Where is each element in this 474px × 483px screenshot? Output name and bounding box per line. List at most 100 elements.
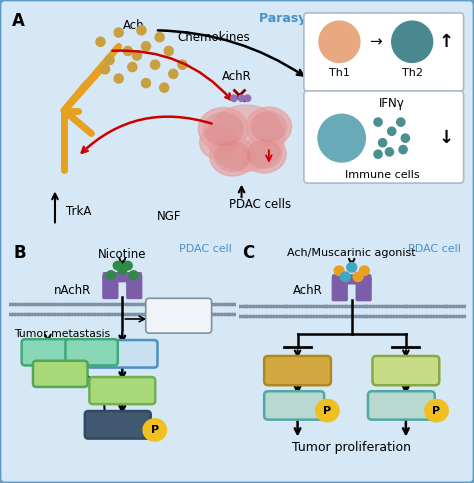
Circle shape (151, 60, 160, 70)
Circle shape (137, 26, 146, 35)
Circle shape (141, 42, 151, 51)
FancyBboxPatch shape (368, 391, 435, 420)
FancyBboxPatch shape (304, 13, 464, 91)
Ellipse shape (250, 111, 287, 142)
Text: →: → (369, 34, 382, 49)
Text: PI3K: PI3K (283, 364, 312, 377)
Circle shape (128, 62, 137, 71)
Circle shape (118, 266, 127, 274)
Text: nAchR: nAchR (54, 284, 91, 298)
Circle shape (113, 261, 122, 270)
Ellipse shape (214, 141, 251, 172)
Circle shape (353, 272, 363, 282)
Text: c-Src: c-Src (76, 346, 107, 359)
Text: P: P (323, 406, 331, 415)
Ellipse shape (200, 127, 238, 159)
Circle shape (399, 145, 407, 154)
Text: Ach: Ach (123, 19, 145, 32)
Circle shape (244, 95, 251, 101)
Text: NGF: NGF (156, 210, 181, 223)
FancyBboxPatch shape (126, 274, 142, 299)
FancyBboxPatch shape (264, 356, 331, 385)
Text: Tumor proliferation: Tumor proliferation (292, 440, 411, 454)
Circle shape (388, 127, 396, 135)
Text: Th1: Th1 (329, 69, 350, 78)
Text: MUC4: MUC4 (98, 418, 138, 431)
Circle shape (347, 263, 356, 272)
Text: B: B (13, 243, 26, 262)
FancyBboxPatch shape (102, 274, 118, 299)
Ellipse shape (246, 107, 292, 146)
Circle shape (114, 28, 123, 37)
Text: A: A (12, 12, 25, 30)
Text: STAT3: STAT3 (103, 384, 141, 398)
Text: ↑: ↑ (439, 33, 454, 51)
Circle shape (164, 46, 173, 56)
Circle shape (238, 95, 245, 101)
Text: Akt: Akt (283, 399, 305, 412)
Text: P: P (151, 425, 159, 435)
FancyBboxPatch shape (85, 411, 151, 439)
Circle shape (374, 150, 382, 158)
Text: P: P (432, 406, 441, 415)
FancyBboxPatch shape (146, 298, 211, 333)
Text: AchR: AchR (292, 284, 322, 298)
Text: Nicotine: Nicotine (98, 248, 146, 261)
Text: PDAC cells: PDAC cells (228, 198, 291, 211)
Circle shape (143, 419, 166, 441)
Circle shape (123, 261, 132, 270)
Circle shape (318, 114, 365, 162)
Ellipse shape (208, 105, 285, 171)
Circle shape (141, 78, 151, 88)
FancyBboxPatch shape (356, 276, 372, 301)
Circle shape (397, 118, 405, 126)
Circle shape (129, 271, 138, 279)
FancyBboxPatch shape (22, 339, 71, 366)
Text: MAPK: MAPK (383, 399, 420, 412)
Text: PDAC cell: PDAC cell (408, 243, 461, 254)
Ellipse shape (246, 140, 282, 169)
Ellipse shape (210, 137, 255, 176)
FancyBboxPatch shape (332, 276, 348, 301)
Circle shape (96, 37, 105, 46)
Text: ↓: ↓ (439, 129, 454, 147)
Circle shape (392, 21, 433, 62)
Circle shape (114, 74, 123, 83)
Circle shape (359, 266, 369, 275)
Text: Th2: Th2 (401, 69, 423, 78)
Text: Ach/Muscarinic agonist: Ach/Muscarinic agonist (287, 248, 416, 258)
FancyBboxPatch shape (90, 377, 155, 404)
Text: FAK: FAK (35, 346, 57, 359)
Text: PDAC cell: PDAC cell (179, 243, 231, 254)
Circle shape (401, 134, 410, 142)
Text: IFNγ: IFNγ (379, 97, 405, 110)
FancyBboxPatch shape (65, 339, 118, 366)
FancyBboxPatch shape (33, 361, 88, 387)
Text: Tumor metastasis: Tumor metastasis (14, 329, 110, 339)
Text: Chemokines: Chemokines (178, 31, 251, 43)
Text: TrkA: TrkA (66, 205, 92, 218)
FancyBboxPatch shape (373, 356, 439, 385)
Circle shape (169, 69, 178, 78)
Text: HER2: HER2 (43, 368, 77, 381)
Circle shape (425, 399, 448, 422)
Text: MEK
ERK1/2: MEK ERK1/2 (160, 305, 197, 327)
Circle shape (379, 139, 387, 147)
Circle shape (178, 60, 187, 70)
Ellipse shape (203, 112, 244, 146)
Circle shape (100, 65, 109, 74)
Ellipse shape (243, 135, 286, 173)
Text: JAK2: JAK2 (109, 347, 136, 360)
Circle shape (316, 399, 339, 422)
FancyBboxPatch shape (264, 391, 324, 420)
Circle shape (334, 266, 344, 275)
Text: Immune cells: Immune cells (345, 170, 420, 180)
Circle shape (319, 21, 360, 62)
Text: AchR: AchR (222, 70, 252, 83)
Circle shape (385, 148, 393, 156)
Circle shape (123, 46, 132, 56)
Circle shape (132, 51, 141, 60)
Circle shape (231, 95, 237, 101)
Text: Parasympathetic innervation: Parasympathetic innervation (259, 12, 462, 25)
FancyBboxPatch shape (304, 91, 464, 183)
